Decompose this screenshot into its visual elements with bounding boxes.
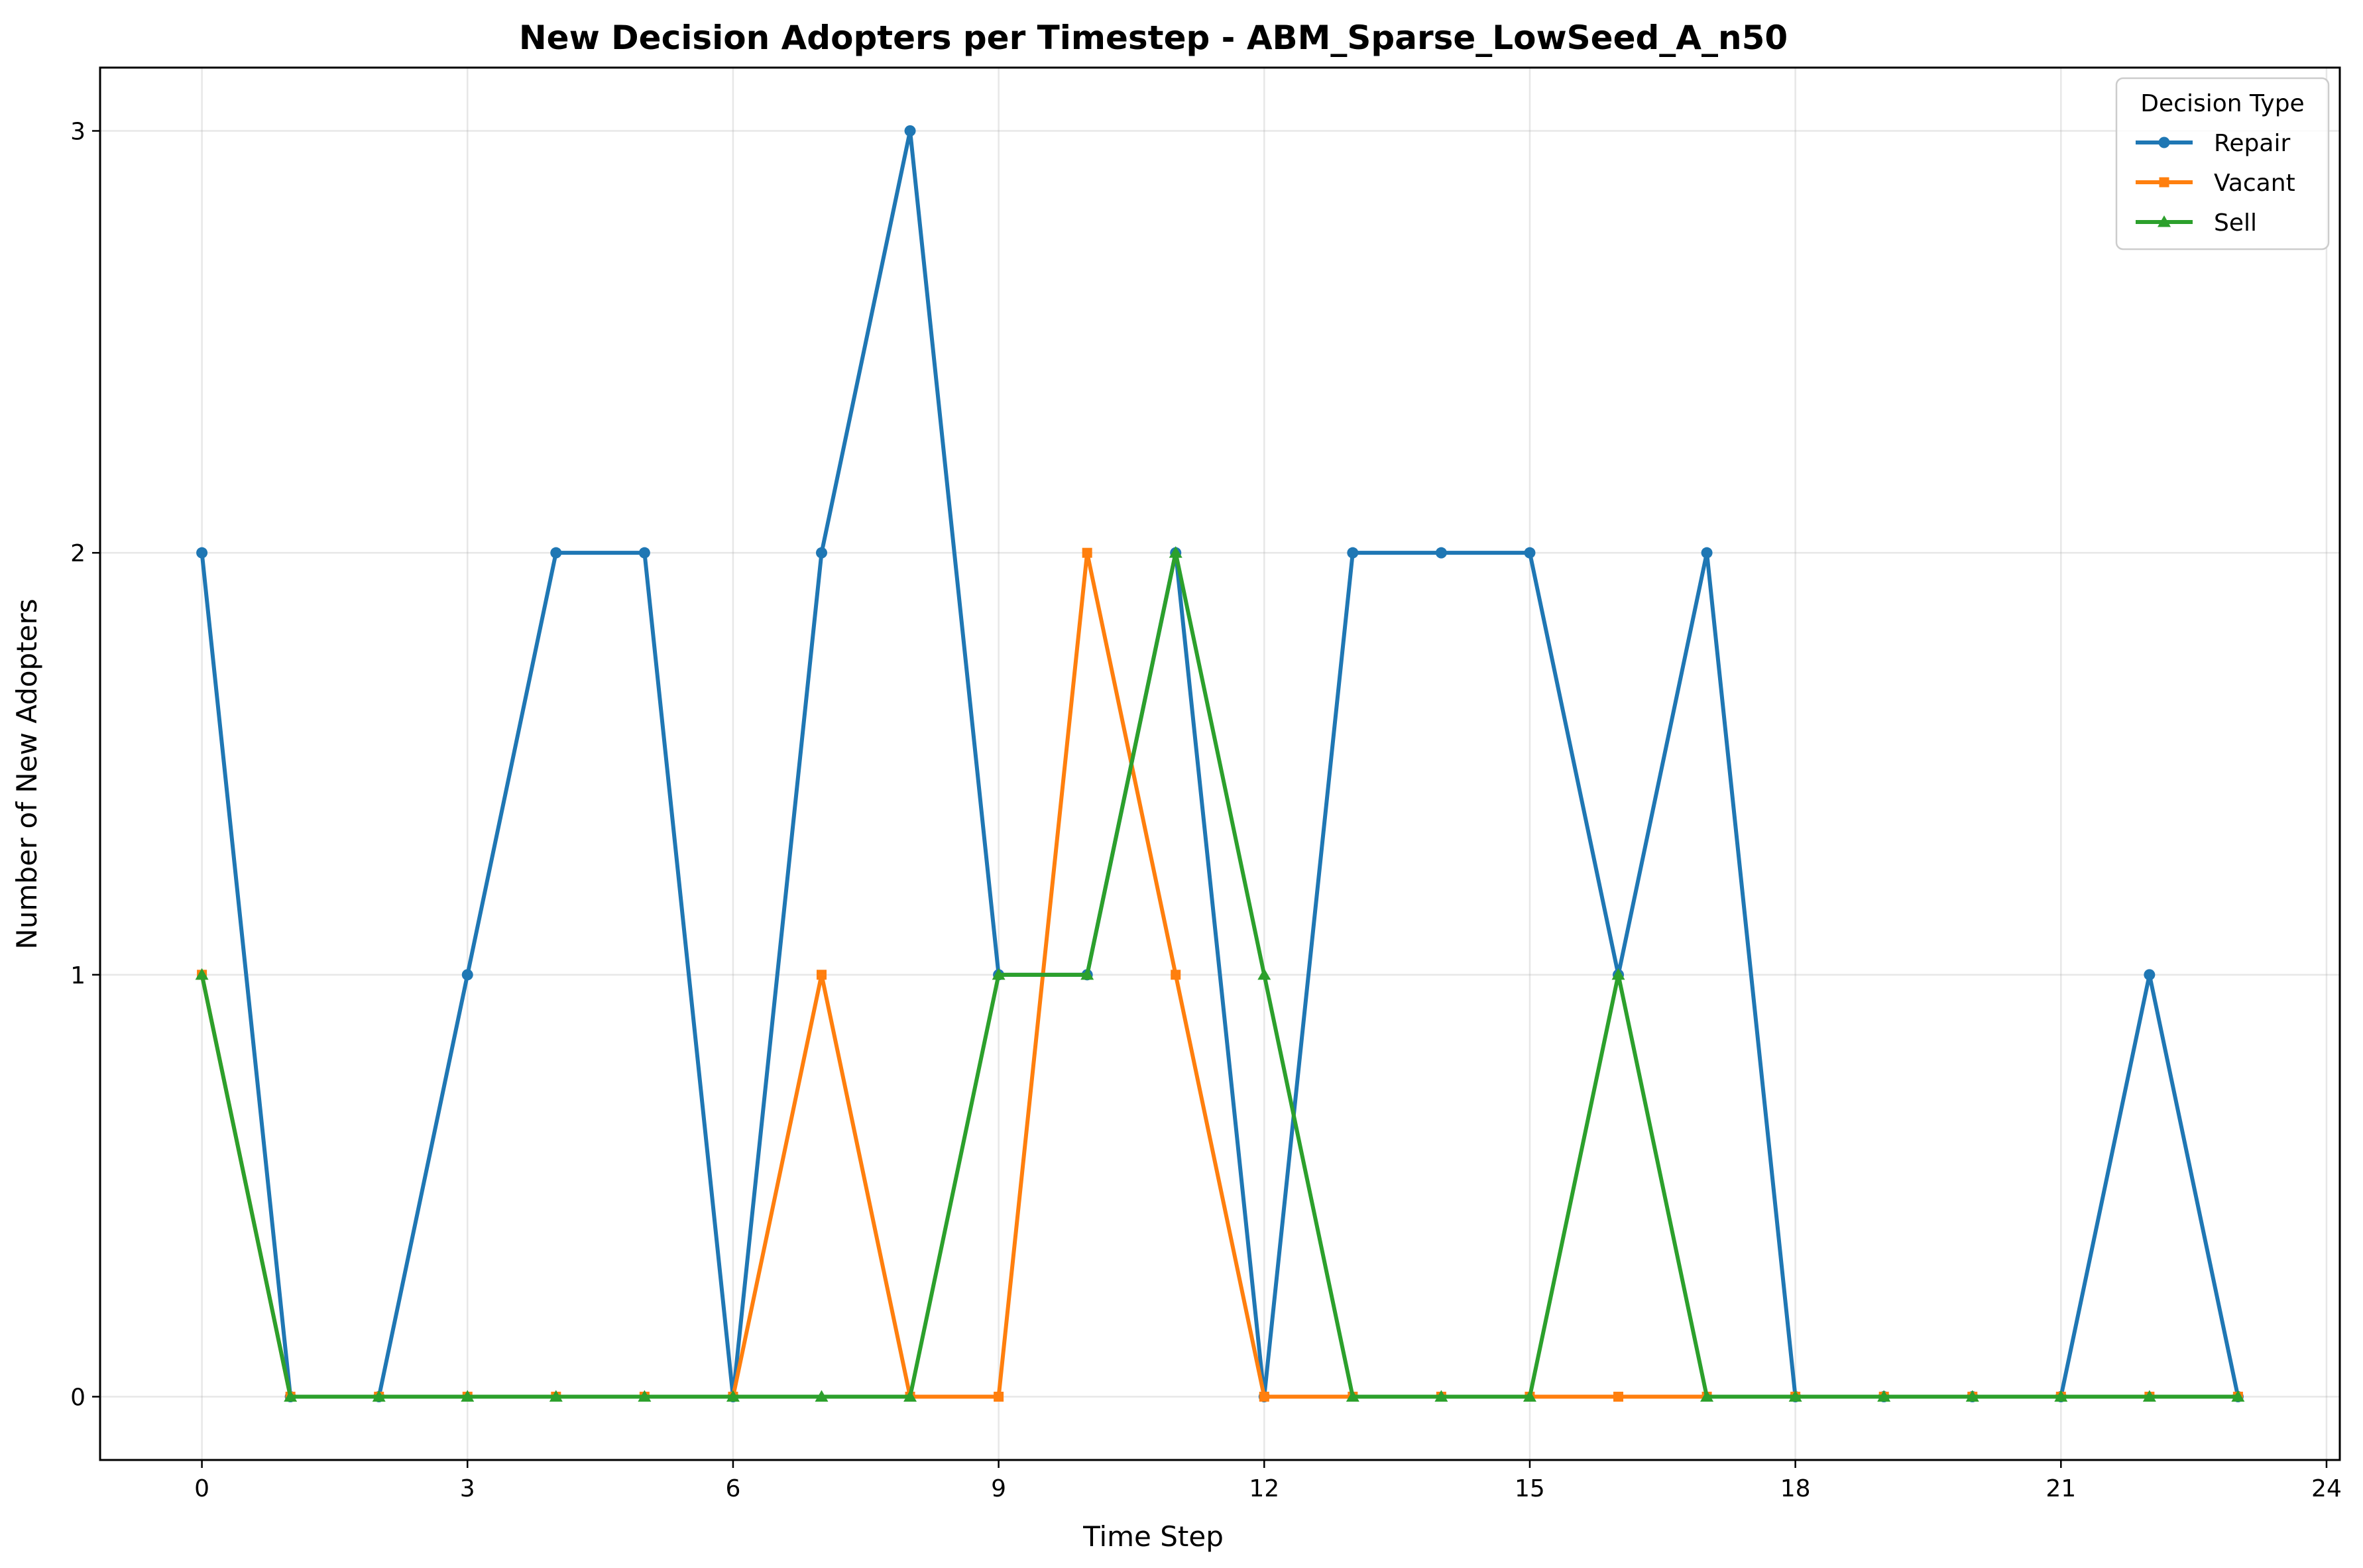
data-point-vacant	[1082, 547, 1092, 558]
data-point-sell	[1611, 968, 1625, 980]
series-sell	[195, 546, 2245, 1402]
data-point-sell	[1434, 1390, 1448, 1402]
legend-box	[2115, 77, 2330, 251]
y-axis-label: Number of New Adopters	[11, 598, 43, 949]
legend-items: Repair Vacant Sell	[2136, 130, 2295, 237]
y-tick-label: 2	[70, 540, 86, 567]
data-point-sell	[1788, 1390, 1802, 1402]
data-point-repair	[461, 969, 473, 981]
x-tick-label: 18	[1780, 1475, 1811, 1502]
legend-label-repair: Repair	[2214, 130, 2290, 157]
data-point-vacant	[1171, 970, 1181, 980]
data-point-vacant	[1259, 1392, 1269, 1402]
data-point-repair	[1347, 547, 1359, 559]
data-point-vacant	[1613, 1392, 1624, 1402]
data-point-sell	[549, 1390, 563, 1402]
data-point-sell	[195, 968, 209, 980]
legend-marker-sell	[2158, 215, 2171, 227]
data-point-sell	[992, 968, 1006, 980]
legend-title: Decision Type	[2140, 90, 2304, 117]
data-point-sell	[2054, 1390, 2068, 1402]
legend-item-sell: Sell	[2136, 209, 2257, 237]
data-point-vacant	[816, 970, 827, 980]
y-tick-label: 1	[70, 962, 86, 989]
data-point-repair	[1435, 547, 1447, 559]
x-tick-label: 21	[2046, 1475, 2076, 1502]
chart-title: New Decision Adopters per Timestep - ABM…	[519, 19, 1788, 57]
data-point-sell	[1257, 968, 1271, 980]
x-tick-label: 15	[1515, 1475, 1545, 1502]
x-axis-label: Time Step	[1082, 1520, 1224, 1553]
x-tick-label: 0	[194, 1475, 209, 1502]
series-line-sell	[200, 551, 2238, 1399]
data-point-sell	[638, 1390, 652, 1402]
data-point-sell	[1346, 1390, 1359, 1402]
data-point-sell	[372, 1390, 386, 1402]
data-point-sell	[284, 1390, 298, 1402]
data-point-sell	[726, 1390, 740, 1402]
data-point-sell	[1523, 1390, 1536, 1402]
data-point-repair	[550, 547, 562, 559]
x-tick-label: 3	[460, 1475, 475, 1502]
data-point-repair	[815, 547, 827, 559]
data-point-repair	[1524, 547, 1536, 559]
x-tick-label: 12	[1249, 1475, 1279, 1502]
data-point-repair	[1701, 547, 1713, 559]
data-point-sell	[815, 1390, 829, 1402]
y-tick-label: 3	[70, 119, 86, 146]
y-tick-label: 0	[70, 1384, 86, 1412]
legend-marker-repair	[2158, 137, 2170, 148]
data-point-sell	[1700, 1390, 1714, 1402]
x-tick-label: 9	[991, 1475, 1006, 1502]
legend: Decision Type Repair Vacant Sell	[2115, 77, 2330, 251]
series-layer	[195, 125, 2245, 1402]
x-tick-label: 6	[725, 1475, 740, 1502]
data-point-vacant	[994, 1392, 1004, 1402]
data-point-sell	[461, 1390, 475, 1402]
data-point-repair	[904, 125, 916, 137]
data-point-repair	[2144, 969, 2156, 981]
plot-frame	[99, 66, 2341, 1461]
data-point-sell	[2142, 1390, 2156, 1402]
data-point-sell	[2231, 1390, 2245, 1402]
data-point-repair	[638, 547, 650, 559]
data-point-sell	[1965, 1390, 1979, 1402]
x-tick-label: 24	[2311, 1475, 2342, 1502]
legend-item-repair: Repair	[2136, 130, 2290, 157]
legend-label-vacant: Vacant	[2214, 170, 2295, 197]
legend-label-sell: Sell	[2214, 209, 2257, 237]
legend-marker-vacant	[2159, 177, 2169, 188]
legend-item-vacant: Vacant	[2136, 170, 2295, 197]
data-point-sell	[1877, 1390, 1891, 1402]
data-point-sell	[1080, 968, 1094, 980]
data-point-repair	[196, 547, 208, 559]
data-point-sell	[903, 1390, 917, 1402]
data-point-sell	[1169, 546, 1182, 558]
